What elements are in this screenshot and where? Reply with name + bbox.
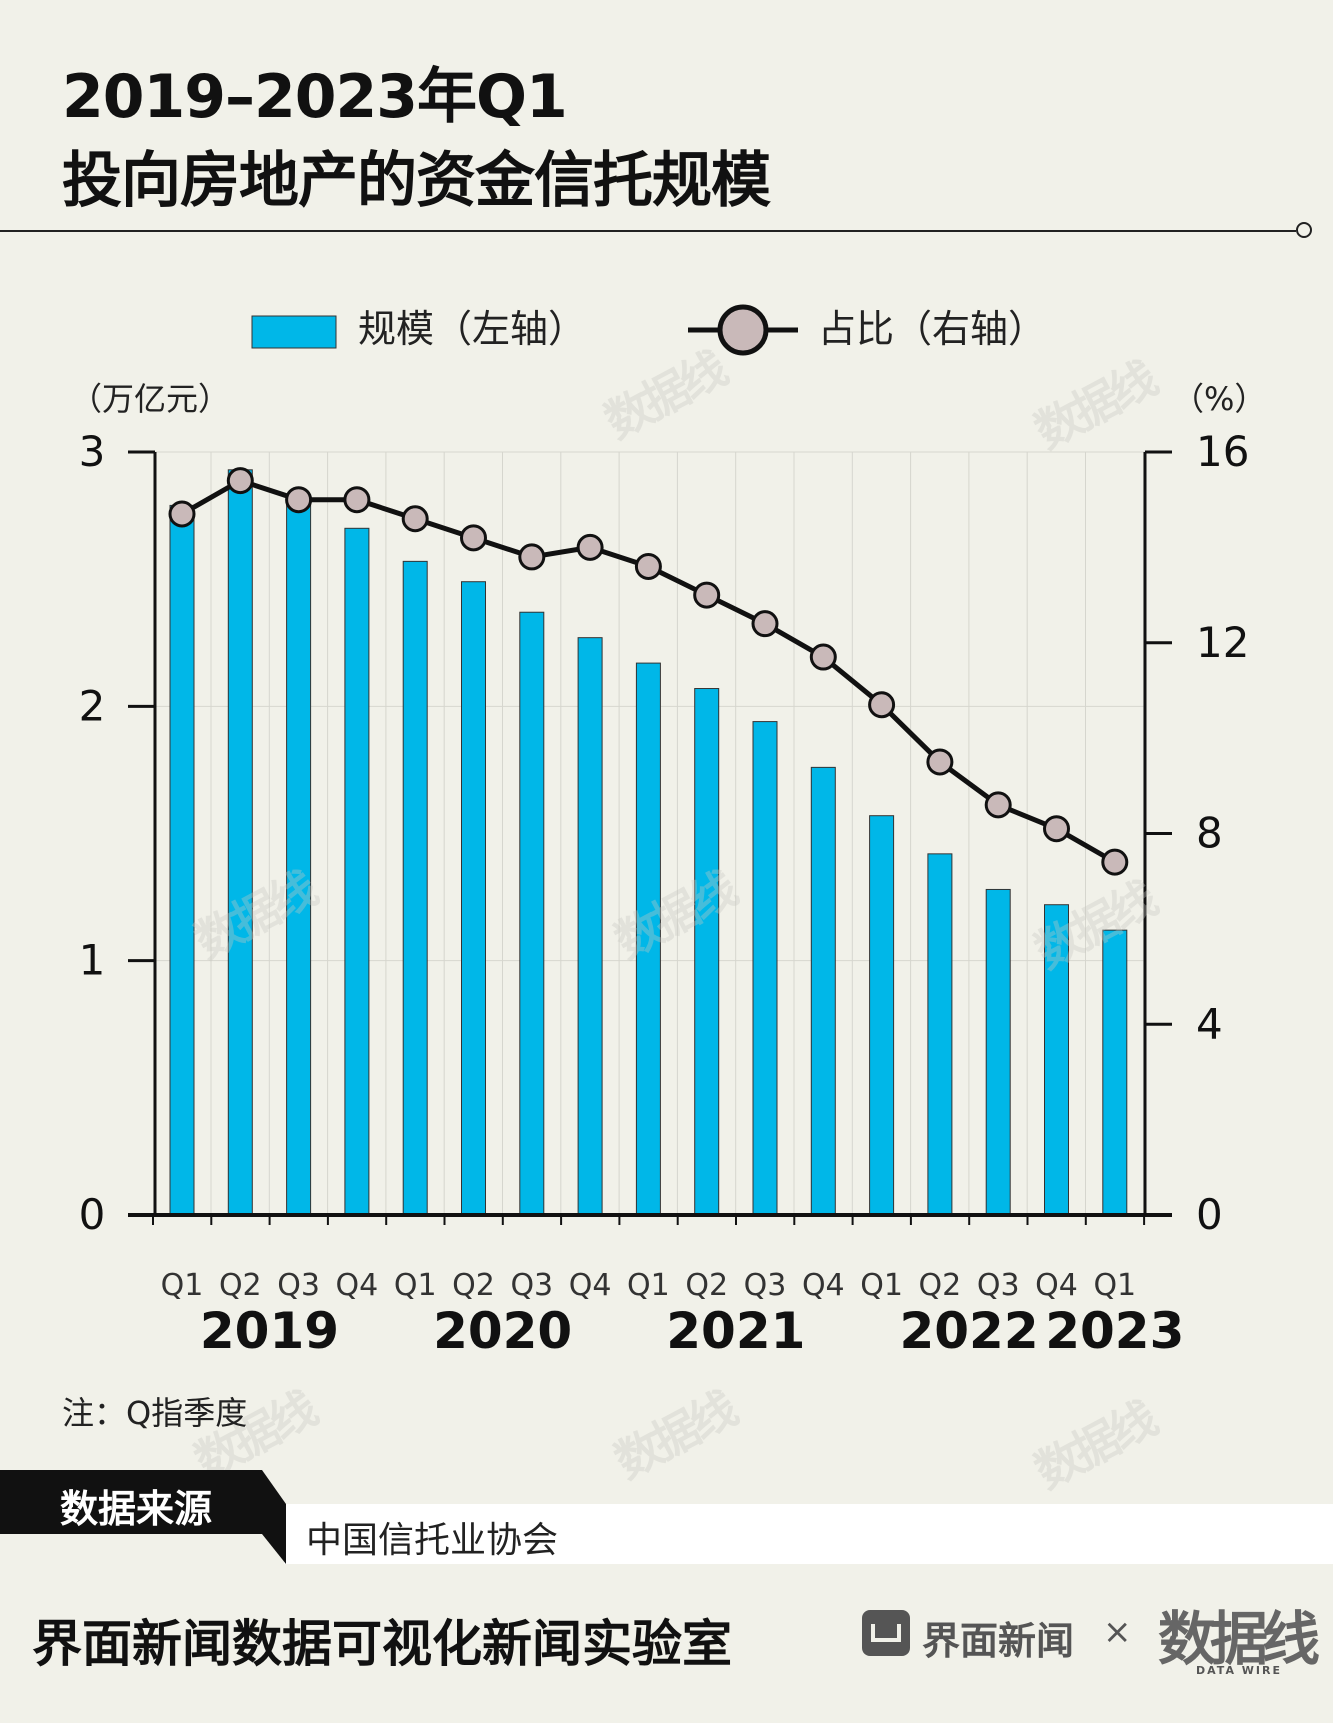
left-tick-label: 2 bbox=[79, 681, 106, 730]
share-point bbox=[868, 691, 896, 719]
bar bbox=[810, 766, 836, 1216]
source-value-box bbox=[284, 1504, 1333, 1564]
share-point bbox=[751, 610, 779, 638]
bar bbox=[402, 560, 428, 1216]
times-symbol: × bbox=[1103, 1612, 1132, 1652]
right-tick-label: 8 bbox=[1196, 809, 1223, 858]
bar bbox=[577, 637, 603, 1216]
share-point bbox=[634, 552, 662, 580]
legend-line-marker bbox=[717, 304, 769, 356]
right-tick-label: 0 bbox=[1196, 1190, 1223, 1239]
source-label: 数据来源 bbox=[60, 1487, 213, 1531]
quarter-label: Q1 bbox=[161, 1268, 204, 1303]
year-label: 2022 bbox=[899, 1302, 1038, 1360]
chart-axes bbox=[128, 450, 1172, 1225]
footer-title: 界面新闻数据可视化新闻实验室 bbox=[32, 1615, 732, 1673]
page-title-line-1: 2019–2023年Q1 bbox=[62, 62, 568, 132]
quarter-label: Q1 bbox=[1093, 1268, 1136, 1303]
bar bbox=[344, 527, 370, 1216]
quarter-label: Q4 bbox=[1035, 1268, 1078, 1303]
bar bbox=[519, 611, 545, 1216]
line-series bbox=[168, 467, 1129, 876]
legend-bar-swatch bbox=[251, 315, 337, 349]
source-value: 中国信托业协会 bbox=[306, 1520, 559, 1561]
share-point bbox=[343, 486, 371, 514]
bar bbox=[1044, 904, 1069, 1216]
watermark: 数据线 bbox=[1026, 1392, 1163, 1500]
share-point bbox=[1043, 815, 1070, 843]
watermark: 数据线 bbox=[606, 1382, 743, 1490]
divider-end-circle-icon bbox=[1296, 222, 1312, 238]
bar bbox=[869, 815, 895, 1216]
right-tick-label: 4 bbox=[1196, 999, 1223, 1048]
bar bbox=[169, 504, 195, 1216]
bar bbox=[985, 888, 1011, 1216]
legend-line-label: 占比（右轴） bbox=[818, 307, 1046, 351]
quarter-label: Q2 bbox=[452, 1268, 495, 1303]
quarter-label: Q2 bbox=[685, 1268, 728, 1303]
jiemian-logo-icon bbox=[862, 1610, 910, 1656]
quarter-label: Q3 bbox=[977, 1268, 1020, 1303]
bar bbox=[1102, 929, 1128, 1216]
quarter-label: Q4 bbox=[802, 1268, 845, 1303]
share-point bbox=[576, 533, 604, 561]
share-point bbox=[518, 543, 546, 571]
share-point bbox=[168, 500, 196, 528]
bar bbox=[752, 721, 778, 1216]
share-point bbox=[460, 524, 487, 552]
left-axis-unit: （万亿元） bbox=[70, 380, 230, 418]
right-tick-label: 12 bbox=[1196, 618, 1249, 667]
year-label: 2019 bbox=[200, 1302, 339, 1360]
chart-legend: 规模（左轴） 占比（右轴） bbox=[251, 304, 1046, 356]
quarter-label: Q4 bbox=[336, 1268, 379, 1303]
right-tick-label: 16 bbox=[1196, 427, 1249, 476]
quarter-label: Q3 bbox=[744, 1268, 787, 1303]
left-tick-label: 3 bbox=[79, 427, 106, 476]
quarter-label: Q2 bbox=[919, 1268, 962, 1303]
share-point bbox=[1101, 848, 1129, 876]
datawire-logo: 数据线 bbox=[1158, 1605, 1320, 1673]
left-tick-label: 1 bbox=[79, 936, 106, 985]
quarter-label: Q1 bbox=[394, 1268, 437, 1303]
brand-name: 界面新闻 bbox=[922, 1619, 1075, 1663]
bar bbox=[461, 581, 486, 1216]
bar bbox=[227, 469, 253, 1216]
bar bbox=[694, 688, 720, 1216]
page-title-line-2: 投向房地产的资金信托规模 bbox=[62, 146, 771, 216]
share-point bbox=[285, 486, 313, 514]
datawire-logo-sub: DATA WIRE bbox=[1196, 1664, 1282, 1677]
right-axis-unit: （%） bbox=[1172, 380, 1266, 418]
year-label: 2020 bbox=[433, 1302, 572, 1360]
quarter-label: Q3 bbox=[277, 1268, 320, 1303]
source-tag bbox=[0, 1470, 262, 1534]
year-label: 2021 bbox=[666, 1302, 805, 1360]
quarter-label: Q3 bbox=[510, 1268, 553, 1303]
chart-note: 注：Q指季度 bbox=[62, 1394, 248, 1432]
quarter-label: Q1 bbox=[627, 1268, 670, 1303]
share-point bbox=[809, 643, 837, 671]
legend-bar-label: 规模（左轴） bbox=[358, 307, 586, 351]
source-tag-slant bbox=[262, 1470, 286, 1564]
title-divider bbox=[0, 230, 1296, 232]
quarter-label: Q1 bbox=[860, 1268, 903, 1303]
year-label: 2023 bbox=[1045, 1302, 1184, 1360]
share-point bbox=[401, 505, 429, 533]
share-point bbox=[926, 748, 954, 776]
share-point bbox=[226, 467, 254, 495]
quarter-label: Q2 bbox=[219, 1268, 262, 1303]
bar-series bbox=[169, 469, 1128, 1216]
share-point bbox=[984, 791, 1012, 819]
share-point bbox=[693, 581, 721, 609]
quarter-label: Q4 bbox=[569, 1268, 612, 1303]
bar bbox=[927, 853, 953, 1216]
left-tick-label: 0 bbox=[79, 1190, 106, 1239]
